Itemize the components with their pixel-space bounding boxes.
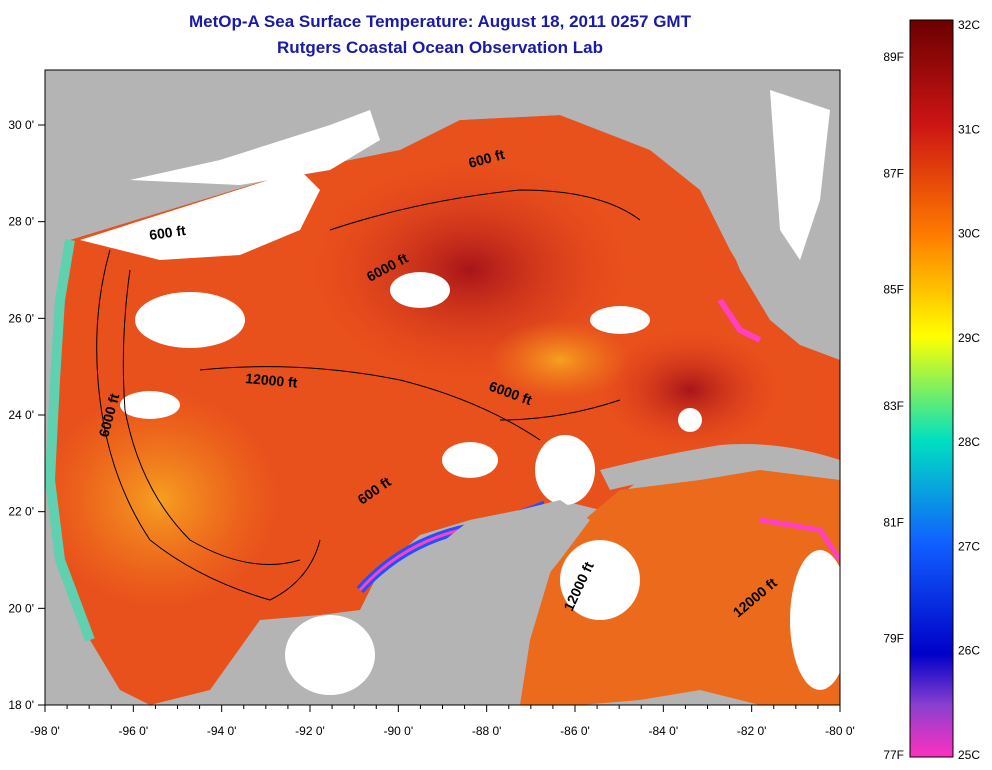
x-axis-ticks: -98 0' -96 0' -94 0' -92 0' -90 0' -88 0' -86 … <box>30 705 855 738</box>
land-north <box>45 70 840 150</box>
y-tick-label: 22 0' <box>8 505 34 519</box>
contour-6000-east <box>499 399 621 421</box>
x-tick-label: -94 0' <box>207 724 237 738</box>
colorbar <box>909 19 954 758</box>
cloud-patch-4 <box>442 442 498 478</box>
cloud-east-caribbean <box>790 550 840 690</box>
colorbar-celsius-label: 31C <box>958 122 980 136</box>
contour-12000 <box>199 366 541 441</box>
magenta-fringe-1 <box>717 298 762 343</box>
y-tick-label: 28 0' <box>8 215 34 229</box>
x-tick-label: -84 0' <box>649 724 679 738</box>
western-gulf-mid <box>45 390 280 610</box>
x-tick-label: -98 0' <box>30 724 60 738</box>
colorbar-fahrenheit-labels: 89F 87F 85F 83F 81F 79F 77F <box>883 50 904 762</box>
contour-6000-north <box>329 189 641 231</box>
colorbar-celsius-labels: 32C 31C 30C 29C 28C 27C 26C 25C <box>958 18 980 762</box>
x-tick-label: -82 0' <box>737 724 767 738</box>
x-tick-label: -96 0' <box>119 724 149 738</box>
contour-label: 600 ft <box>148 222 187 243</box>
colorbar-celsius-label: 27C <box>958 539 980 553</box>
cloud-patch-5 <box>590 306 650 334</box>
central-mid-region <box>490 320 630 400</box>
contour-600 <box>96 249 321 601</box>
cloud-patch-3 <box>390 272 450 308</box>
colorbar-celsius-label: 28C <box>958 435 980 449</box>
contour-6000 <box>122 269 301 565</box>
y-tick-label: 18 0' <box>8 698 34 712</box>
colorbar-fahrenheit-label: 87F <box>883 166 904 180</box>
x-tick-label: -80 0' <box>825 724 855 738</box>
colorbar-fahrenheit-label: 83F <box>883 399 904 413</box>
map-title: MetOp-A Sea Surface Temperature: August … <box>189 12 691 31</box>
cloud-florida <box>770 90 830 260</box>
colorbar-fahrenheit-label: 77F <box>883 748 904 762</box>
y-tick-label: 26 0' <box>8 311 34 325</box>
y-tick-label: 30 0' <box>8 118 34 132</box>
loop-current-warm <box>600 330 780 450</box>
map-subtitle: Rutgers Coastal Ocean Observation Lab <box>277 38 603 57</box>
magenta-fringe-2 <box>759 517 840 562</box>
land-yucatan <box>380 500 590 705</box>
land-cuba <box>600 444 840 490</box>
colorbar-fahrenheit-label: 85F <box>883 283 904 297</box>
x-tick-label: -90 0' <box>384 724 414 738</box>
colorbar-fahrenheit-label: 81F <box>883 515 904 529</box>
x-tick-label: -88 0' <box>472 724 502 738</box>
y-tick-label: 24 0' <box>8 408 34 422</box>
colorbar-celsius-label: 32C <box>958 18 980 32</box>
colorbar-fahrenheit-label: 79F <box>883 632 904 646</box>
contour-label: 12000 ft <box>245 370 299 391</box>
cloud-patch-6 <box>678 408 702 432</box>
colorbar-fahrenheit-label: 89F <box>883 50 904 64</box>
map-plot-area <box>45 70 840 705</box>
coastal-cool-band-west <box>45 239 95 642</box>
cloud-patch-2 <box>120 391 180 419</box>
cloud-patch-1 <box>135 292 245 348</box>
x-tick-label: -86 0' <box>560 724 590 738</box>
cloud-yucatan-channel <box>560 540 640 620</box>
y-axis-ticks: 30 0' 28 0' 26 0' 24 0' 22 0' 20 0' 18 0' <box>8 118 45 712</box>
colorbar-celsius-label: 29C <box>958 331 980 345</box>
y-tick-label: 20 0' <box>8 601 34 615</box>
cloud-yucatan <box>535 435 595 505</box>
colorbar-celsius-label: 25C <box>958 748 980 762</box>
colorbar-celsius-label: 26C <box>958 644 980 658</box>
cloud-central-america <box>285 615 375 695</box>
cloud-texas-shelf <box>80 170 320 260</box>
colorbar-celsius-label: 30C <box>958 227 980 241</box>
cloud-louisiana <box>130 110 380 185</box>
x-tick-label: -92 0' <box>295 724 325 738</box>
caribbean-water-sst <box>520 470 840 705</box>
